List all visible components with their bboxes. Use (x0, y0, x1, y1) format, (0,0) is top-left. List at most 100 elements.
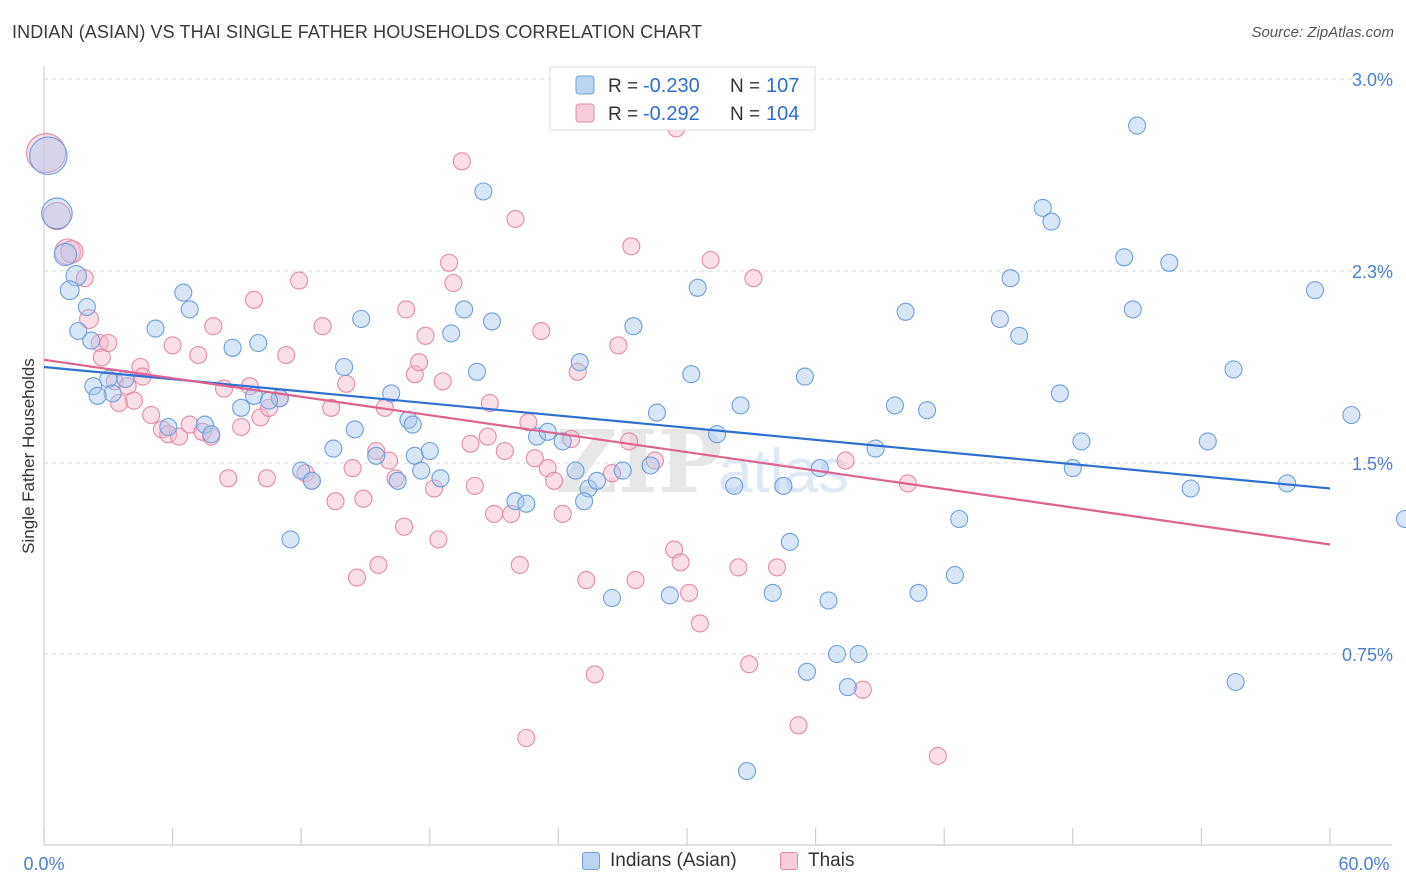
thais-point (928, 746, 947, 765)
indians-point (731, 396, 750, 415)
indians-point (59, 280, 80, 301)
indians-point (403, 415, 422, 434)
thais-point (204, 317, 223, 336)
indians-point (1181, 479, 1200, 498)
indians-point (797, 662, 817, 681)
thais-point (729, 558, 748, 577)
indians-point (1160, 253, 1179, 272)
indians-point (1226, 672, 1245, 692)
indians-point (388, 471, 407, 490)
thais-point (425, 479, 444, 498)
indians-point (412, 461, 431, 480)
thais-point (290, 271, 309, 290)
chart-title: INDIAN (ASIAN) VS THAI SINGLE FATHER HOU… (12, 22, 703, 42)
thais-point (485, 504, 504, 523)
indians-point (1224, 360, 1243, 379)
legend-n-label-pink: N = (730, 104, 765, 125)
indians-point (647, 403, 667, 422)
thais-point (433, 372, 452, 391)
indians-point (442, 324, 461, 343)
indians-point (84, 377, 103, 396)
legend-label-indians: Indians (Asian) (610, 850, 737, 871)
thais-point (440, 253, 459, 272)
indians-point (810, 459, 829, 478)
indians-point (29, 136, 68, 176)
indians-point (849, 644, 868, 664)
thais-point (416, 326, 435, 345)
thais-point (109, 393, 129, 413)
indians-point (367, 446, 386, 465)
watermark: ZIP atlas (555, 412, 849, 513)
legend-item-thais: Thais (780, 850, 854, 872)
trendlines (43, 358, 1331, 546)
thais-point (429, 530, 448, 549)
thais-point (465, 476, 484, 495)
thais-point (42, 201, 72, 231)
thais-point (701, 250, 720, 270)
thais-point (354, 489, 373, 508)
thais-point (577, 571, 596, 590)
indians-point (1395, 509, 1406, 529)
y-tick-label: 2.3% (1352, 262, 1393, 282)
indians-point (146, 319, 165, 338)
indians-point (587, 471, 607, 490)
indians-point (474, 182, 493, 201)
legend-label-thais: Thais (808, 850, 855, 871)
thais-trendline (43, 358, 1331, 546)
y-tick-labels: 0.75% 1.5% 2.3% 3.0% (1342, 70, 1393, 665)
source-label: Source: ZipAtlas.com (1251, 24, 1394, 41)
indians-point (624, 317, 643, 336)
indians-point (827, 644, 847, 664)
legend-r-label-pink: R = (608, 104, 643, 125)
thais-point (767, 558, 787, 577)
indians-point (1198, 432, 1217, 451)
thais-point (585, 665, 604, 684)
indians-point (88, 386, 107, 405)
x-tick-label-min: 0.0% (23, 854, 64, 874)
indians-point (688, 278, 707, 297)
indians-point (866, 439, 885, 458)
indians-point (1115, 248, 1134, 267)
indians-point (602, 588, 622, 608)
indians-point (660, 586, 679, 605)
indians-point (780, 532, 799, 551)
thais-point (313, 317, 332, 336)
thais-point (124, 391, 144, 410)
legend-item-indians: Indians (Asian) (582, 850, 737, 872)
thais-point (163, 336, 182, 355)
indians-point (249, 333, 268, 353)
thais-point (395, 517, 414, 536)
indians-point (195, 415, 214, 434)
indians-point (553, 432, 572, 451)
indians-point (737, 762, 757, 781)
indians-point (795, 367, 814, 386)
indians-point (77, 297, 96, 317)
thais-point (189, 345, 208, 365)
thais-point (337, 374, 356, 393)
thais-point (244, 290, 264, 309)
x-tick-label-max: 60.0% (1338, 854, 1389, 874)
indians-point (682, 365, 701, 384)
thais-point (525, 449, 544, 468)
thais-point (510, 555, 529, 574)
indians-point (990, 309, 1009, 329)
indians-point (352, 309, 371, 329)
stats-legend: R = -0.230 N = 107 R = -0.292 N = 104 (549, 66, 816, 131)
indians-point (335, 357, 354, 377)
indians-point (53, 242, 78, 267)
indians-point (82, 331, 101, 350)
indians-trendline (43, 365, 1331, 490)
indians-point (69, 321, 88, 341)
indians-point (103, 384, 122, 403)
thais-point (602, 464, 622, 483)
indians-point (641, 456, 660, 475)
thais-point (452, 152, 471, 171)
indians-point (431, 469, 450, 488)
thais-point (277, 345, 296, 365)
indians-point (159, 417, 178, 437)
indians-point (1063, 459, 1082, 478)
indians-point (1050, 384, 1069, 403)
indians-point (945, 566, 964, 585)
indians-point (838, 678, 857, 697)
